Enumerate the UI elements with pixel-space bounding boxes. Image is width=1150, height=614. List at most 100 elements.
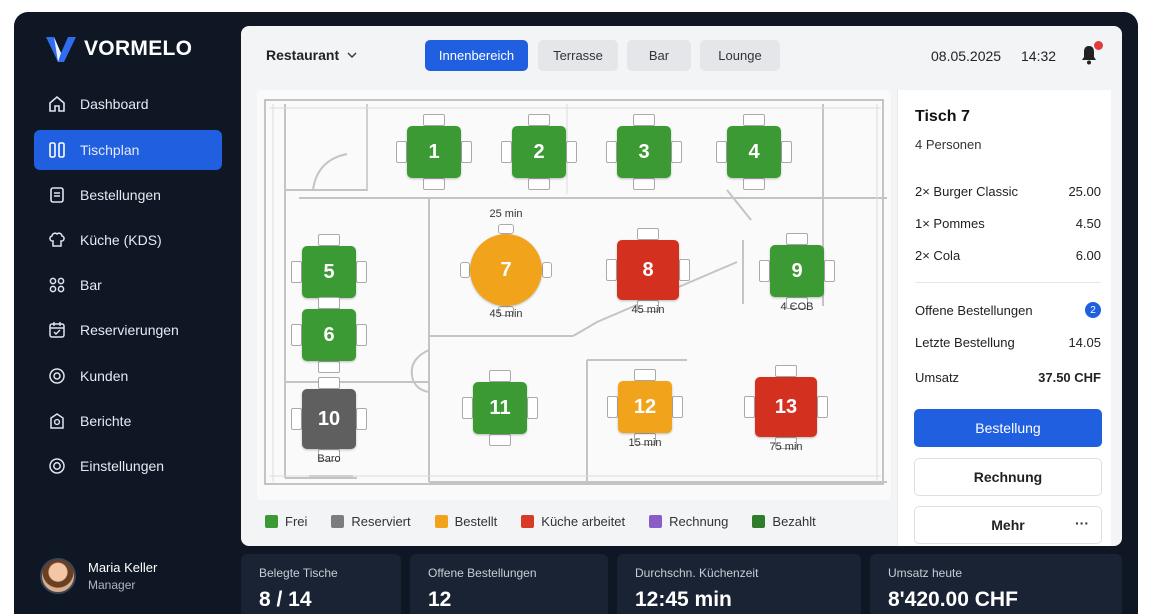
floor-walls (264, 99, 887, 485)
stat-label: Durchschn. Küchenzeit (635, 566, 759, 580)
chair (460, 262, 470, 278)
sidebar-item-label: Bestellungen (80, 187, 161, 203)
stat-label: Belegte Tische (259, 566, 338, 580)
chair (759, 260, 770, 282)
status-legend: Frei Reserviert Bestellt Küche arbeitet Rech… (265, 514, 840, 529)
bill-button[interactable]: Rechnung (914, 458, 1102, 496)
table-4[interactable]: 4 (727, 126, 781, 178)
chair (489, 434, 511, 446)
venue-label: Restaurant (266, 47, 340, 63)
order-button[interactable]: Bestellung (914, 409, 1102, 447)
chair (781, 141, 792, 163)
stat-card-occupied: Belegte Tische 8 / 14 (241, 554, 401, 614)
kitchen-icon (49, 232, 65, 247)
bell-icon[interactable] (1079, 44, 1099, 66)
chair (423, 178, 445, 190)
brand-logo: VORMELO (44, 34, 192, 64)
table-8[interactable]: 8 (617, 240, 679, 300)
tab-lounge[interactable]: Lounge (700, 40, 780, 71)
table-time-label: 75 min (769, 441, 803, 453)
sidebar-item-tischplan[interactable]: Tischplan (34, 130, 222, 170)
chair (356, 324, 367, 346)
legend-label: Küche arbeitet (541, 514, 626, 529)
chair (356, 261, 367, 283)
brand-name: VORMELO (84, 37, 193, 60)
table-11[interactable]: 11 (473, 382, 527, 434)
reports-icon (50, 413, 64, 429)
user-profile[interactable]: Maria Keller Manager (40, 558, 157, 594)
chair (527, 397, 538, 419)
sidebar-item-einstellungen[interactable]: Einstellungen (34, 446, 222, 486)
table-12[interactable]: 12 (618, 381, 672, 433)
sidebar-item-label: Berichte (80, 413, 132, 429)
legend-label: Frei (285, 514, 308, 529)
sidebar-item-bar[interactable]: Bar (34, 265, 222, 305)
stat-card-revenue: Umsatz heute 8'420.00 CHF (870, 554, 1122, 614)
chair (566, 141, 577, 163)
order-item-name: 2× Cola (915, 248, 961, 263)
user-role: Manager (88, 578, 136, 592)
chair (743, 114, 765, 126)
chair (318, 377, 340, 389)
chair (679, 259, 690, 281)
more-label: Mehr (991, 517, 1025, 533)
chair (671, 141, 682, 163)
tab-innenbereich[interactable]: Innenbereich (425, 40, 528, 71)
sidebar-item-label: Dashboard (80, 96, 149, 112)
chair (634, 369, 656, 381)
venue-selector[interactable]: Restaurant (266, 47, 357, 63)
tab-terrasse[interactable]: Terrasse (538, 40, 618, 71)
sidebar-item-bestellungen[interactable]: Bestellungen (34, 175, 222, 215)
table-time-label: 45 min (631, 304, 665, 316)
table-1[interactable]: 1 (407, 126, 461, 178)
order-item-name: 1× Pommes (915, 216, 985, 231)
legend-item: Bezahlt (752, 514, 816, 529)
chair (633, 178, 655, 190)
sidebar-item-kunden[interactable]: Kunden (34, 356, 222, 396)
chair (489, 370, 511, 382)
order-item: 2× Burger Classic 25.00 (915, 184, 1101, 199)
chair (775, 365, 797, 377)
chair (775, 437, 797, 449)
chair (356, 408, 367, 430)
notification-badge (1094, 41, 1103, 50)
table-13[interactable]: 13 (755, 377, 817, 437)
header: Restaurant Innenbereich Terrasse Bar Lou… (241, 26, 1122, 86)
legend-swatch (331, 515, 345, 528)
sidebar-item-kueche[interactable]: Küche (KDS) (34, 220, 222, 260)
revenue-row: Umsatz 37.50 CHF (915, 370, 1101, 385)
chair (291, 261, 302, 283)
table-6[interactable]: 6 (302, 309, 356, 361)
table-time-label: 15 min (628, 437, 662, 449)
floor-plan: 1 2 3 4 5 6 7 25 min 45 min 8 45 min 9 4 ЄОВ 10 Baro 11… (257, 90, 891, 500)
tab-bar[interactable]: Bar (627, 40, 691, 71)
open-orders-row: Offene Bestellungen 2 (915, 302, 1101, 318)
chair (606, 141, 617, 163)
sidebar-item-dashboard[interactable]: Dashboard (34, 84, 222, 124)
table-time-label: 25 min (489, 208, 523, 220)
calendar-icon (49, 322, 65, 338)
chair (786, 297, 808, 309)
table-9[interactable]: 9 (770, 245, 824, 297)
chair (824, 260, 835, 282)
table-7[interactable]: 7 (470, 234, 542, 306)
table-5[interactable]: 5 (302, 246, 356, 298)
table-plan-icon (49, 142, 65, 158)
more-button[interactable]: Mehr ··· (914, 506, 1102, 544)
table-time-label: 45 min (489, 308, 523, 320)
divider (915, 282, 1101, 283)
chair (462, 397, 473, 419)
chair (744, 396, 755, 418)
legend-swatch (434, 515, 448, 528)
table-2[interactable]: 2 (512, 126, 566, 178)
detail-guests: 4 Personen (915, 137, 982, 152)
sidebar-item-berichte[interactable]: Berichte (34, 401, 222, 441)
table-10[interactable]: 10 (302, 389, 356, 449)
legend-item: Küche arbeitet (521, 514, 625, 529)
sidebar-item-reservierungen[interactable]: Reservierungen (34, 310, 222, 350)
stat-value: 8'420.00 CHF (888, 588, 1018, 611)
table-time-label: 4 ЄОВ (780, 301, 814, 313)
sidebar-item-label: Tischplan (80, 142, 140, 158)
legend-item: Frei (265, 514, 307, 529)
table-3[interactable]: 3 (617, 126, 671, 178)
